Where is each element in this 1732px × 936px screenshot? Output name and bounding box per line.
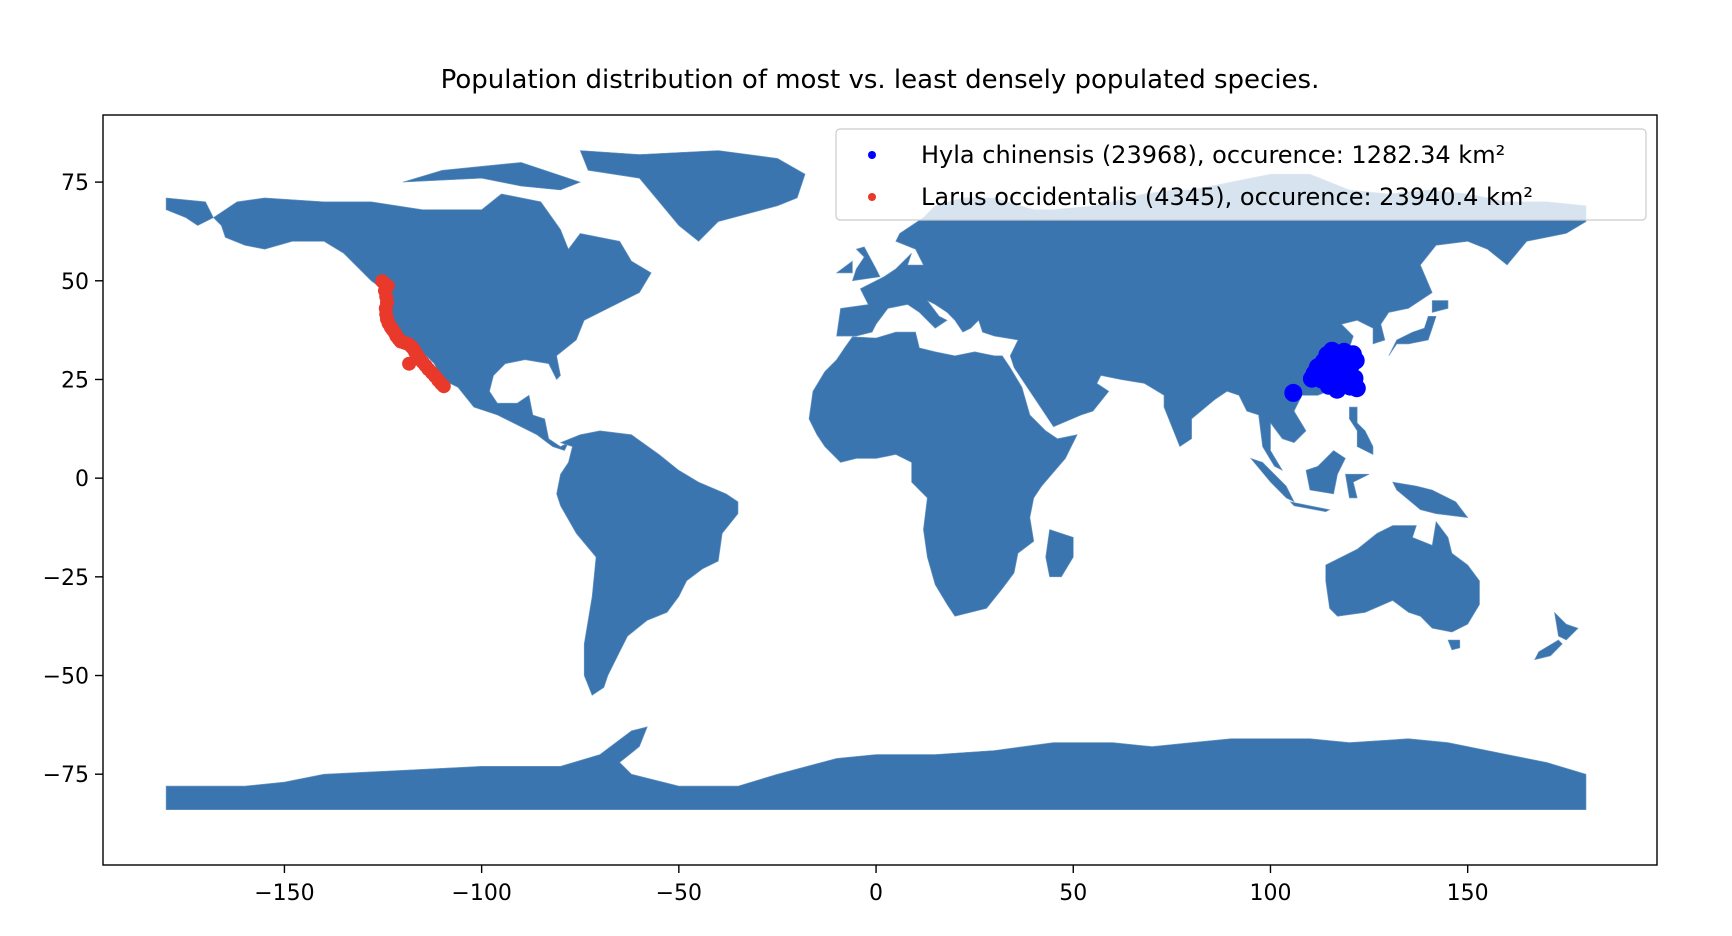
legend: Hyla chinensis (23968), occurence: 1282.… bbox=[835, 128, 1647, 221]
point-larus-occidentalis bbox=[402, 356, 417, 371]
land-polygon bbox=[1388, 315, 1437, 356]
x-axis-ticks: −150 −100 −50 0 50 100 150 bbox=[254, 865, 1489, 906]
land-polygon bbox=[1305, 450, 1346, 495]
land-polygon bbox=[165, 726, 1587, 811]
point-hyla-chinensis bbox=[1328, 380, 1347, 399]
point-larus-occidentalis bbox=[436, 379, 451, 394]
land-polygon bbox=[556, 430, 739, 696]
point-hyla-chinensis bbox=[1284, 383, 1303, 402]
legend-marker-hyla bbox=[868, 151, 876, 159]
y-axis-ticks: 75 50 25 0 −25 −50 −75 bbox=[43, 171, 103, 788]
y-tick-label: −75 bbox=[43, 763, 89, 788]
land-polygon bbox=[1534, 639, 1563, 661]
world-basemap bbox=[165, 150, 1587, 811]
point-hyla-chinensis bbox=[1347, 379, 1366, 398]
land-polygon bbox=[1249, 457, 1295, 503]
y-tick-label: 0 bbox=[75, 467, 89, 492]
y-tick-label: 50 bbox=[61, 270, 89, 295]
legend-label-hyla: Hyla chinensis (23968), occurence: 1282.… bbox=[921, 141, 1505, 169]
land-polygon bbox=[1045, 529, 1074, 578]
land-polygon bbox=[402, 162, 582, 191]
x-tick-label: −150 bbox=[254, 881, 314, 906]
land-polygon bbox=[1325, 520, 1480, 633]
y-tick-label: −25 bbox=[43, 566, 89, 591]
legend-label-larus: Larus occidentalis (4345), occurence: 23… bbox=[921, 183, 1533, 211]
land-polygon bbox=[1447, 639, 1461, 651]
land-polygon bbox=[1349, 406, 1374, 455]
land-polygon bbox=[1554, 611, 1579, 641]
land-polygon bbox=[1392, 481, 1469, 518]
x-tick-label: 150 bbox=[1447, 881, 1489, 906]
x-tick-label: −50 bbox=[656, 881, 702, 906]
land-polygon bbox=[579, 150, 806, 242]
scatter-points bbox=[375, 274, 1366, 402]
land-polygon bbox=[1431, 300, 1449, 313]
x-tick-label: −100 bbox=[451, 881, 511, 906]
plot-area-frame bbox=[102, 114, 1658, 866]
x-tick-label: 100 bbox=[1249, 881, 1291, 906]
x-tick-label: 50 bbox=[1059, 881, 1087, 906]
land-polygon bbox=[835, 260, 853, 274]
chart-title: Population distribution of most vs. leas… bbox=[441, 65, 1320, 95]
land-polygon bbox=[165, 197, 214, 226]
y-tick-label: 25 bbox=[61, 368, 89, 393]
y-tick-label: 75 bbox=[61, 171, 89, 196]
land-polygon bbox=[808, 331, 1078, 617]
land-polygon bbox=[1289, 501, 1331, 513]
legend-marker-larus bbox=[868, 193, 876, 201]
land-polygon bbox=[851, 246, 881, 282]
x-tick-label: 0 bbox=[869, 881, 883, 906]
land-polygon bbox=[1345, 473, 1370, 499]
y-tick-label: −50 bbox=[43, 665, 89, 690]
point-hyla-chinensis bbox=[1346, 351, 1365, 370]
